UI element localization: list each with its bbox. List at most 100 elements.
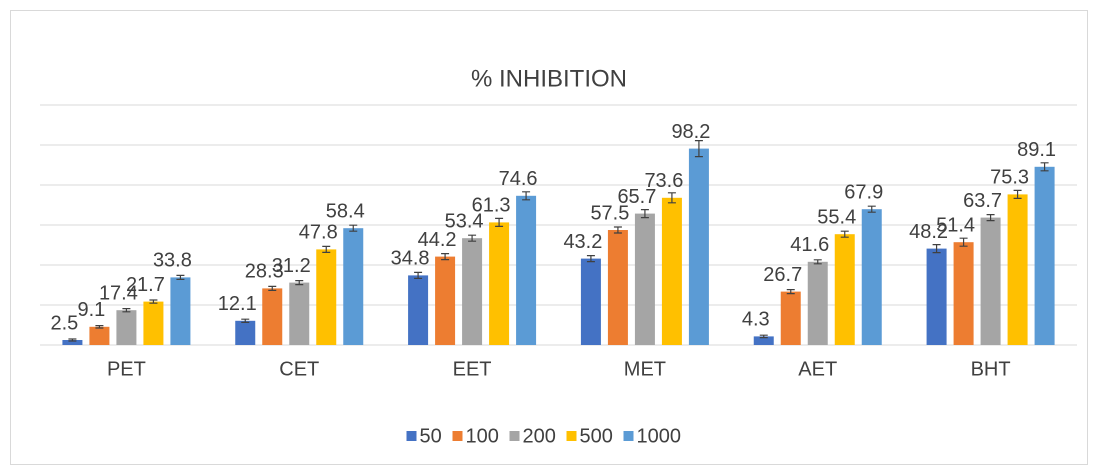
bar	[62, 340, 83, 345]
data-label: 48.2	[909, 221, 948, 243]
error-bar	[495, 217, 504, 227]
error-bar	[1040, 162, 1049, 172]
bar	[116, 310, 137, 345]
data-label: 34.8	[391, 248, 430, 270]
error-bar	[176, 274, 185, 280]
data-label: 57.5	[590, 202, 629, 224]
legend-swatch	[452, 431, 463, 441]
error-bar	[786, 289, 795, 295]
error-bar	[441, 253, 450, 261]
x-tick-label: EET	[453, 358, 492, 380]
legend-label: 50	[420, 425, 442, 447]
error-bar	[322, 245, 331, 253]
bar	[516, 195, 537, 345]
error-bar	[149, 299, 158, 304]
error-bar	[959, 237, 968, 247]
error-bar	[414, 271, 423, 279]
bar	[834, 234, 855, 345]
bar	[435, 256, 456, 345]
bar	[861, 209, 882, 345]
legend-swatch	[623, 431, 634, 441]
data-label: 51.4	[936, 214, 975, 236]
data-label: 9.1	[78, 299, 106, 321]
x-tick-label: CET	[279, 358, 319, 380]
bar	[980, 217, 1001, 345]
data-label: 21.7	[126, 274, 165, 296]
bar	[89, 326, 110, 345]
error-bar	[932, 244, 941, 254]
error-bar	[468, 234, 477, 242]
data-label: 44.2	[418, 229, 457, 251]
data-label: 47.8	[299, 222, 338, 244]
error-bar	[586, 255, 595, 263]
bar	[661, 197, 682, 345]
legend-label: 100	[466, 425, 499, 447]
bar	[1007, 194, 1028, 345]
bar	[143, 301, 164, 345]
error-bar	[640, 209, 649, 219]
data-label: 12.1	[218, 293, 257, 315]
bar	[926, 248, 947, 345]
error-bar	[295, 280, 304, 286]
bar	[607, 230, 628, 345]
bar	[807, 261, 828, 345]
bar	[580, 258, 601, 345]
legend-label: 200	[523, 425, 556, 447]
error-bar	[840, 230, 849, 238]
x-tick-label: AET	[798, 358, 837, 380]
data-label: 55.4	[817, 206, 856, 228]
data-label: 73.6	[644, 170, 683, 192]
error-bar	[1013, 189, 1022, 199]
error-bar	[522, 191, 531, 201]
bar	[753, 336, 774, 345]
data-label: 41.6	[790, 234, 829, 256]
x-tick-label: PET	[107, 358, 146, 380]
bar	[316, 249, 337, 345]
legend-label: 1000	[637, 425, 682, 447]
bar	[235, 320, 256, 345]
data-label: 4.3	[742, 309, 770, 331]
bar	[688, 148, 709, 345]
data-label: 89.1	[1017, 139, 1056, 161]
error-bar	[759, 334, 768, 339]
bar	[408, 275, 429, 345]
data-label: 98.2	[671, 121, 710, 143]
chart-border	[10, 10, 1088, 465]
data-label: 63.7	[963, 190, 1002, 212]
error-bar	[986, 214, 995, 222]
error-bar	[813, 259, 822, 265]
error-bar	[613, 226, 622, 234]
legend-swatch	[406, 431, 417, 441]
error-bar	[694, 140, 703, 158]
bar	[170, 277, 191, 345]
bar	[489, 222, 510, 345]
x-tick-label: BHT	[971, 358, 1011, 380]
chart-title: % INHIBITION	[471, 65, 627, 92]
error-bar	[68, 338, 77, 342]
data-label: 17.4	[99, 282, 138, 304]
error-bar	[867, 205, 876, 213]
error-bar	[241, 318, 250, 323]
data-label: 31.2	[272, 255, 311, 277]
legend-label: 500	[580, 425, 613, 447]
bar	[634, 213, 655, 345]
data-label: 33.8	[153, 250, 192, 272]
bar	[343, 228, 364, 345]
data-label: 65.7	[617, 186, 656, 208]
error-bar	[667, 192, 676, 204]
data-label: 43.2	[563, 231, 602, 253]
bar	[953, 242, 974, 345]
data-label: 75.3	[990, 167, 1029, 189]
bar	[462, 238, 483, 345]
error-bar	[95, 325, 104, 329]
bar	[1034, 166, 1055, 345]
data-label: 67.9	[844, 181, 883, 203]
legend-swatch	[566, 431, 577, 441]
bar	[780, 291, 801, 345]
error-bar	[122, 308, 131, 313]
legend-swatch	[509, 431, 520, 441]
error-bar	[349, 224, 358, 232]
x-tick-label: MET	[624, 358, 666, 380]
data-label: 28.3	[245, 261, 284, 283]
